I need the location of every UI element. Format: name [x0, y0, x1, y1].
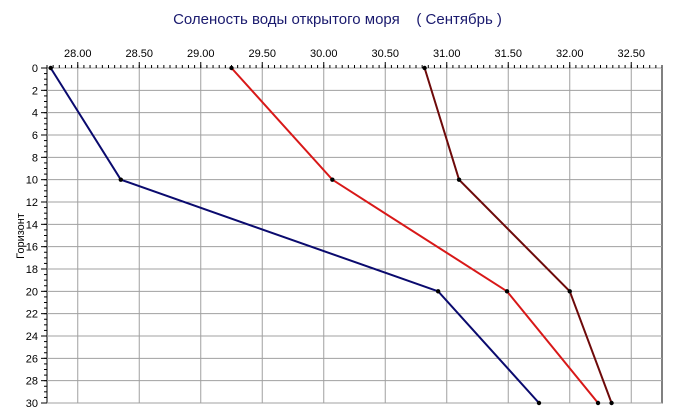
y-tick-label: 10: [26, 175, 38, 187]
y-tick-label: 8: [32, 152, 38, 164]
plot-area: [46, 67, 663, 404]
y-tick-label: 14: [26, 219, 38, 231]
data-point: [118, 177, 124, 182]
y-tick-label: 20: [26, 286, 38, 298]
y-tick-label: 22: [26, 309, 38, 321]
x-tick-label: 30.00: [310, 48, 338, 60]
y-axis-label: Горизонт: [15, 213, 27, 259]
data-point: [456, 177, 462, 182]
data-point: [536, 400, 542, 406]
x-tick-label: 31.50: [494, 48, 522, 60]
data-point: [48, 65, 53, 71]
data-point: [422, 65, 427, 71]
x-tick-label: 30.50: [371, 48, 399, 60]
data-point: [435, 289, 441, 294]
x-tick-label: 31.00: [433, 48, 461, 60]
grid: [47, 67, 662, 404]
x-tick-label: 32.50: [617, 48, 645, 60]
x-tick-label: 29.00: [187, 48, 215, 60]
data-point: [567, 289, 572, 294]
data-point: [609, 400, 614, 406]
series-line-3: [423, 67, 613, 404]
y-tick-label: 6: [32, 130, 38, 142]
y-tick-label: 30: [26, 398, 38, 410]
y-tick-label: 16: [26, 242, 38, 254]
series-line-2: [230, 67, 599, 404]
y-tick-label: 2: [32, 85, 38, 97]
y-tick-label: 18: [26, 264, 38, 276]
series-layer: [48, 65, 614, 406]
x-axis: 28.00 28.50 29.00 29.50 30.00 30.50 31.00 31.50…: [64, 48, 645, 68]
y-tick-label: 4: [32, 108, 38, 120]
x-tick-label: 29.50: [248, 48, 276, 60]
x-tick-label: 32.00: [556, 48, 584, 60]
data-point: [330, 177, 335, 182]
x-tick-label: 28.50: [125, 48, 153, 60]
y-tick-label: 24: [26, 331, 38, 343]
y-tick-label: 0: [32, 63, 38, 75]
y-tick-label: 12: [26, 197, 38, 209]
chart-title: Соленость воды открытого моря ( Сентябрь…: [173, 11, 502, 28]
data-point: [595, 400, 601, 406]
y-tick-label: 28: [26, 376, 38, 388]
series-line-1: [49, 67, 540, 404]
plot-frame: [46, 67, 663, 404]
data-point: [504, 289, 510, 294]
data-point: [229, 65, 234, 71]
x-tick-label: 28.00: [64, 48, 92, 60]
y-tick-label: 26: [26, 353, 38, 365]
